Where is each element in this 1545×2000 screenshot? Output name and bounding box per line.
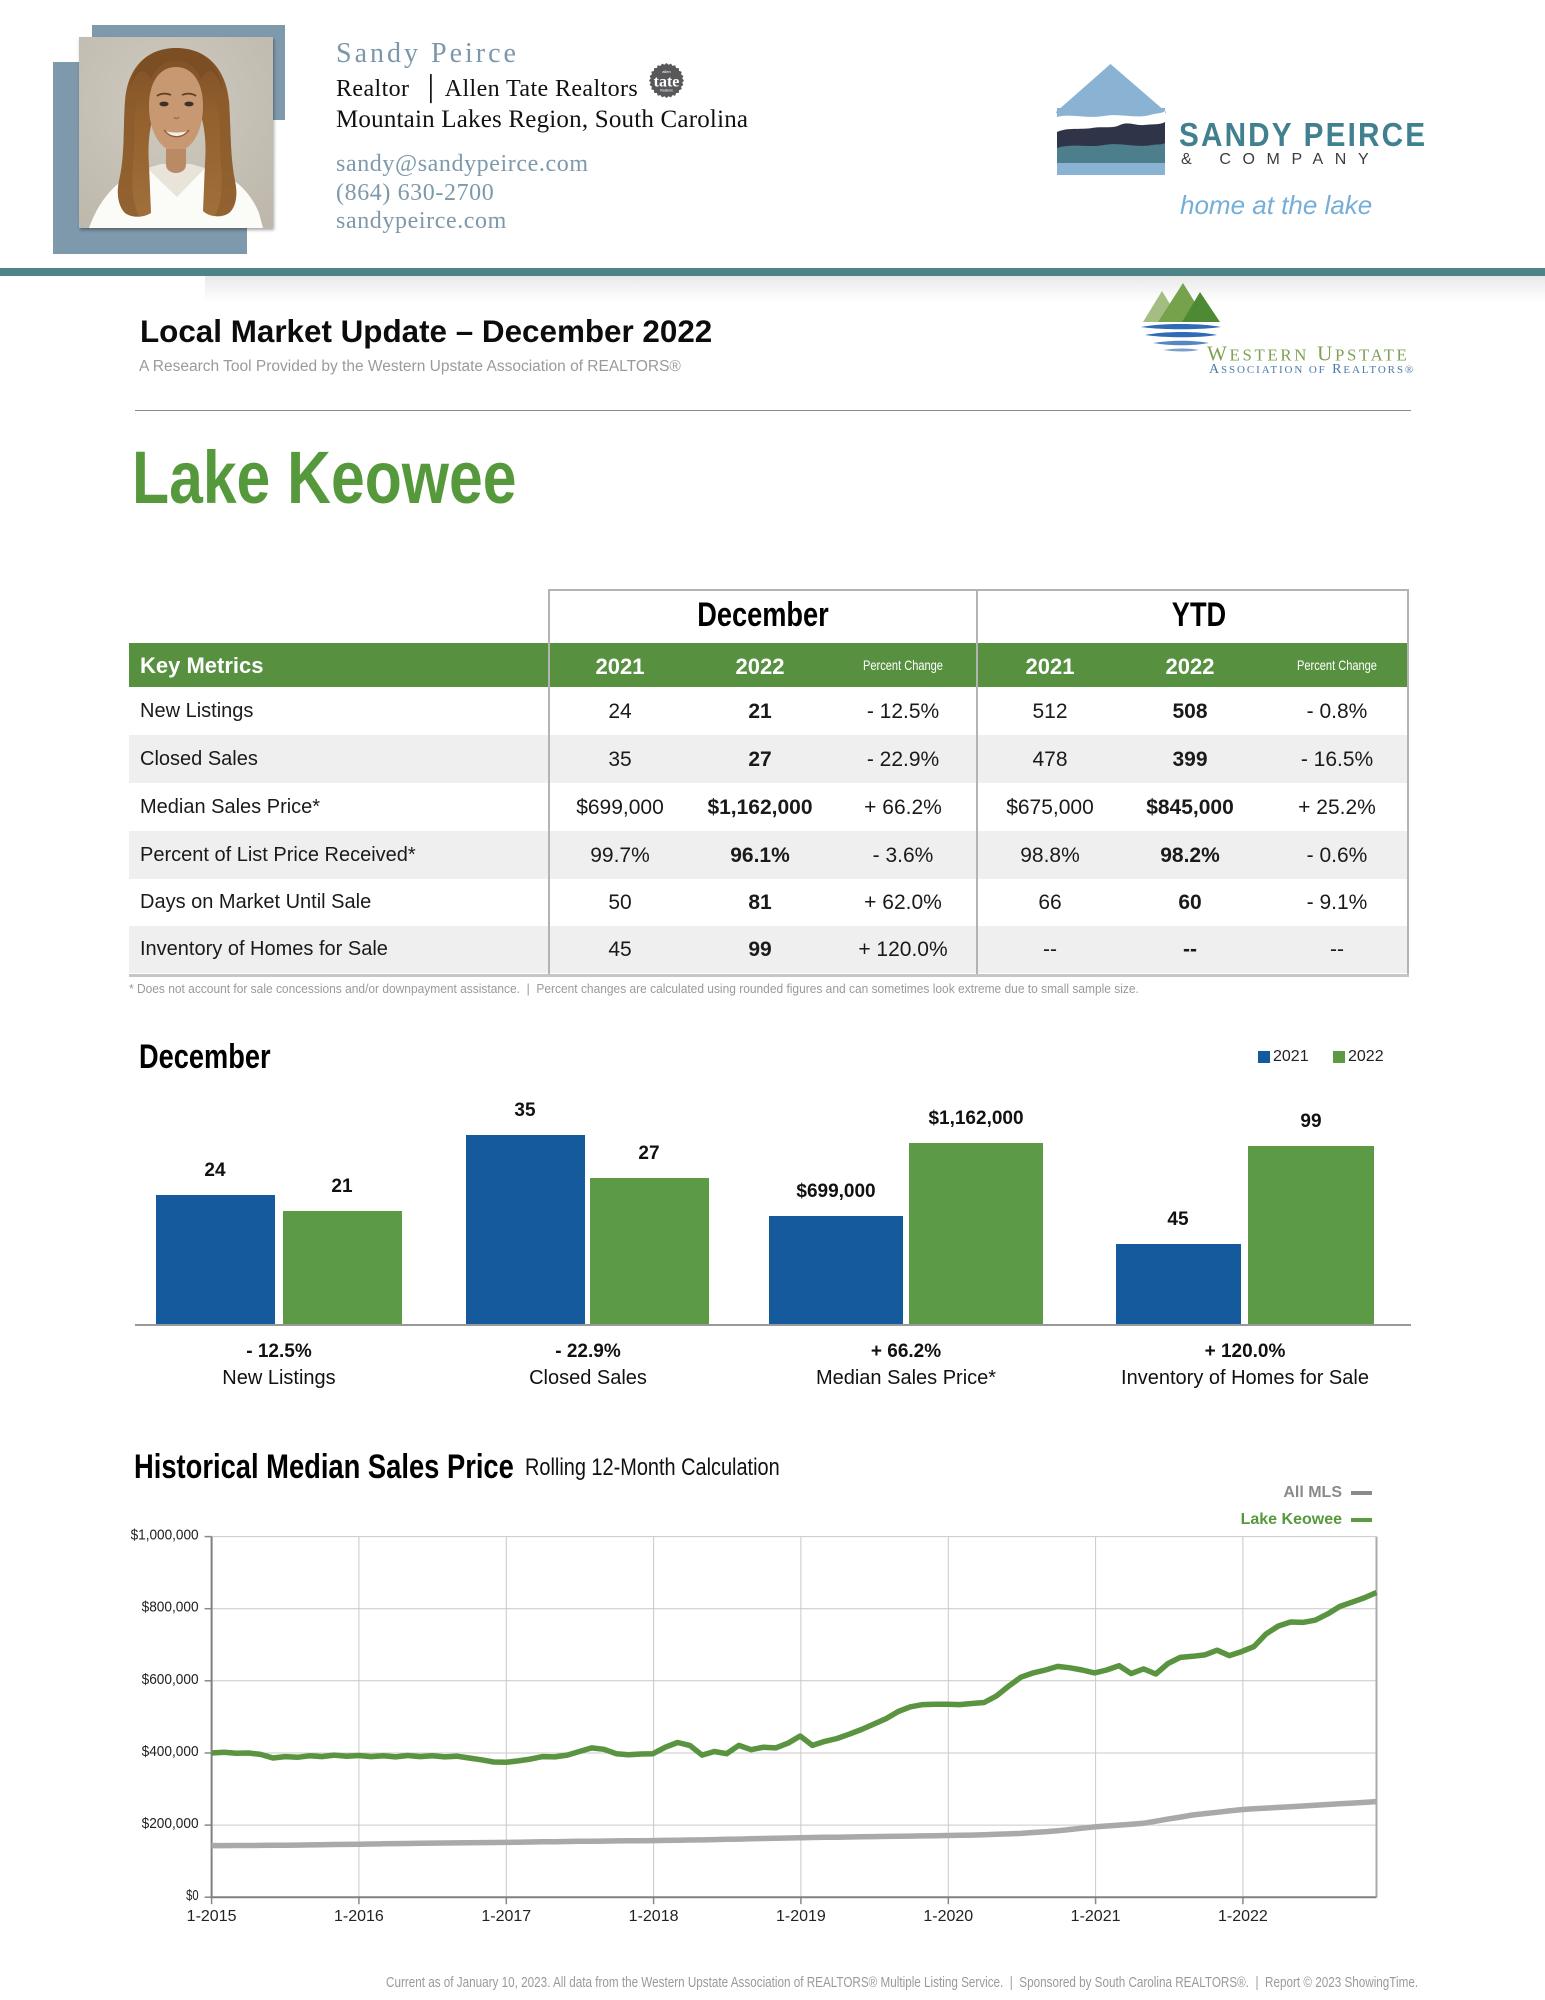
svg-text:Realtors: Realtors (660, 89, 673, 93)
svg-text:1-2017: 1-2017 (481, 1908, 531, 1925)
svg-text:1-2022: 1-2022 (1218, 1908, 1268, 1925)
svg-text:$1,000,000: $1,000,000 (131, 1527, 199, 1544)
svg-text:$200,000: $200,000 (142, 1815, 199, 1832)
svg-text:1-2020: 1-2020 (923, 1908, 973, 1925)
svg-text:1-2015: 1-2015 (187, 1908, 237, 1925)
svg-text:$600,000: $600,000 (142, 1671, 199, 1688)
svg-text:1-2016: 1-2016 (334, 1908, 384, 1925)
svg-text:$400,000: $400,000 (142, 1743, 199, 1760)
svg-text:ASSOCIATION OF REALTORS®: ASSOCIATION OF REALTORS® (1209, 362, 1415, 377)
svg-text:1-2018: 1-2018 (629, 1908, 679, 1925)
svg-text:WESTERN UPSTATE: WESTERN UPSTATE (1207, 342, 1410, 366)
svg-text:tate: tate (654, 74, 680, 91)
svg-text:1-2021: 1-2021 (1071, 1908, 1121, 1925)
svg-text:$800,000: $800,000 (142, 1599, 199, 1616)
svg-text:allen: allen (662, 69, 670, 74)
svg-text:$0: $0 (186, 1887, 199, 1904)
svg-text:1-2019: 1-2019 (776, 1908, 826, 1925)
